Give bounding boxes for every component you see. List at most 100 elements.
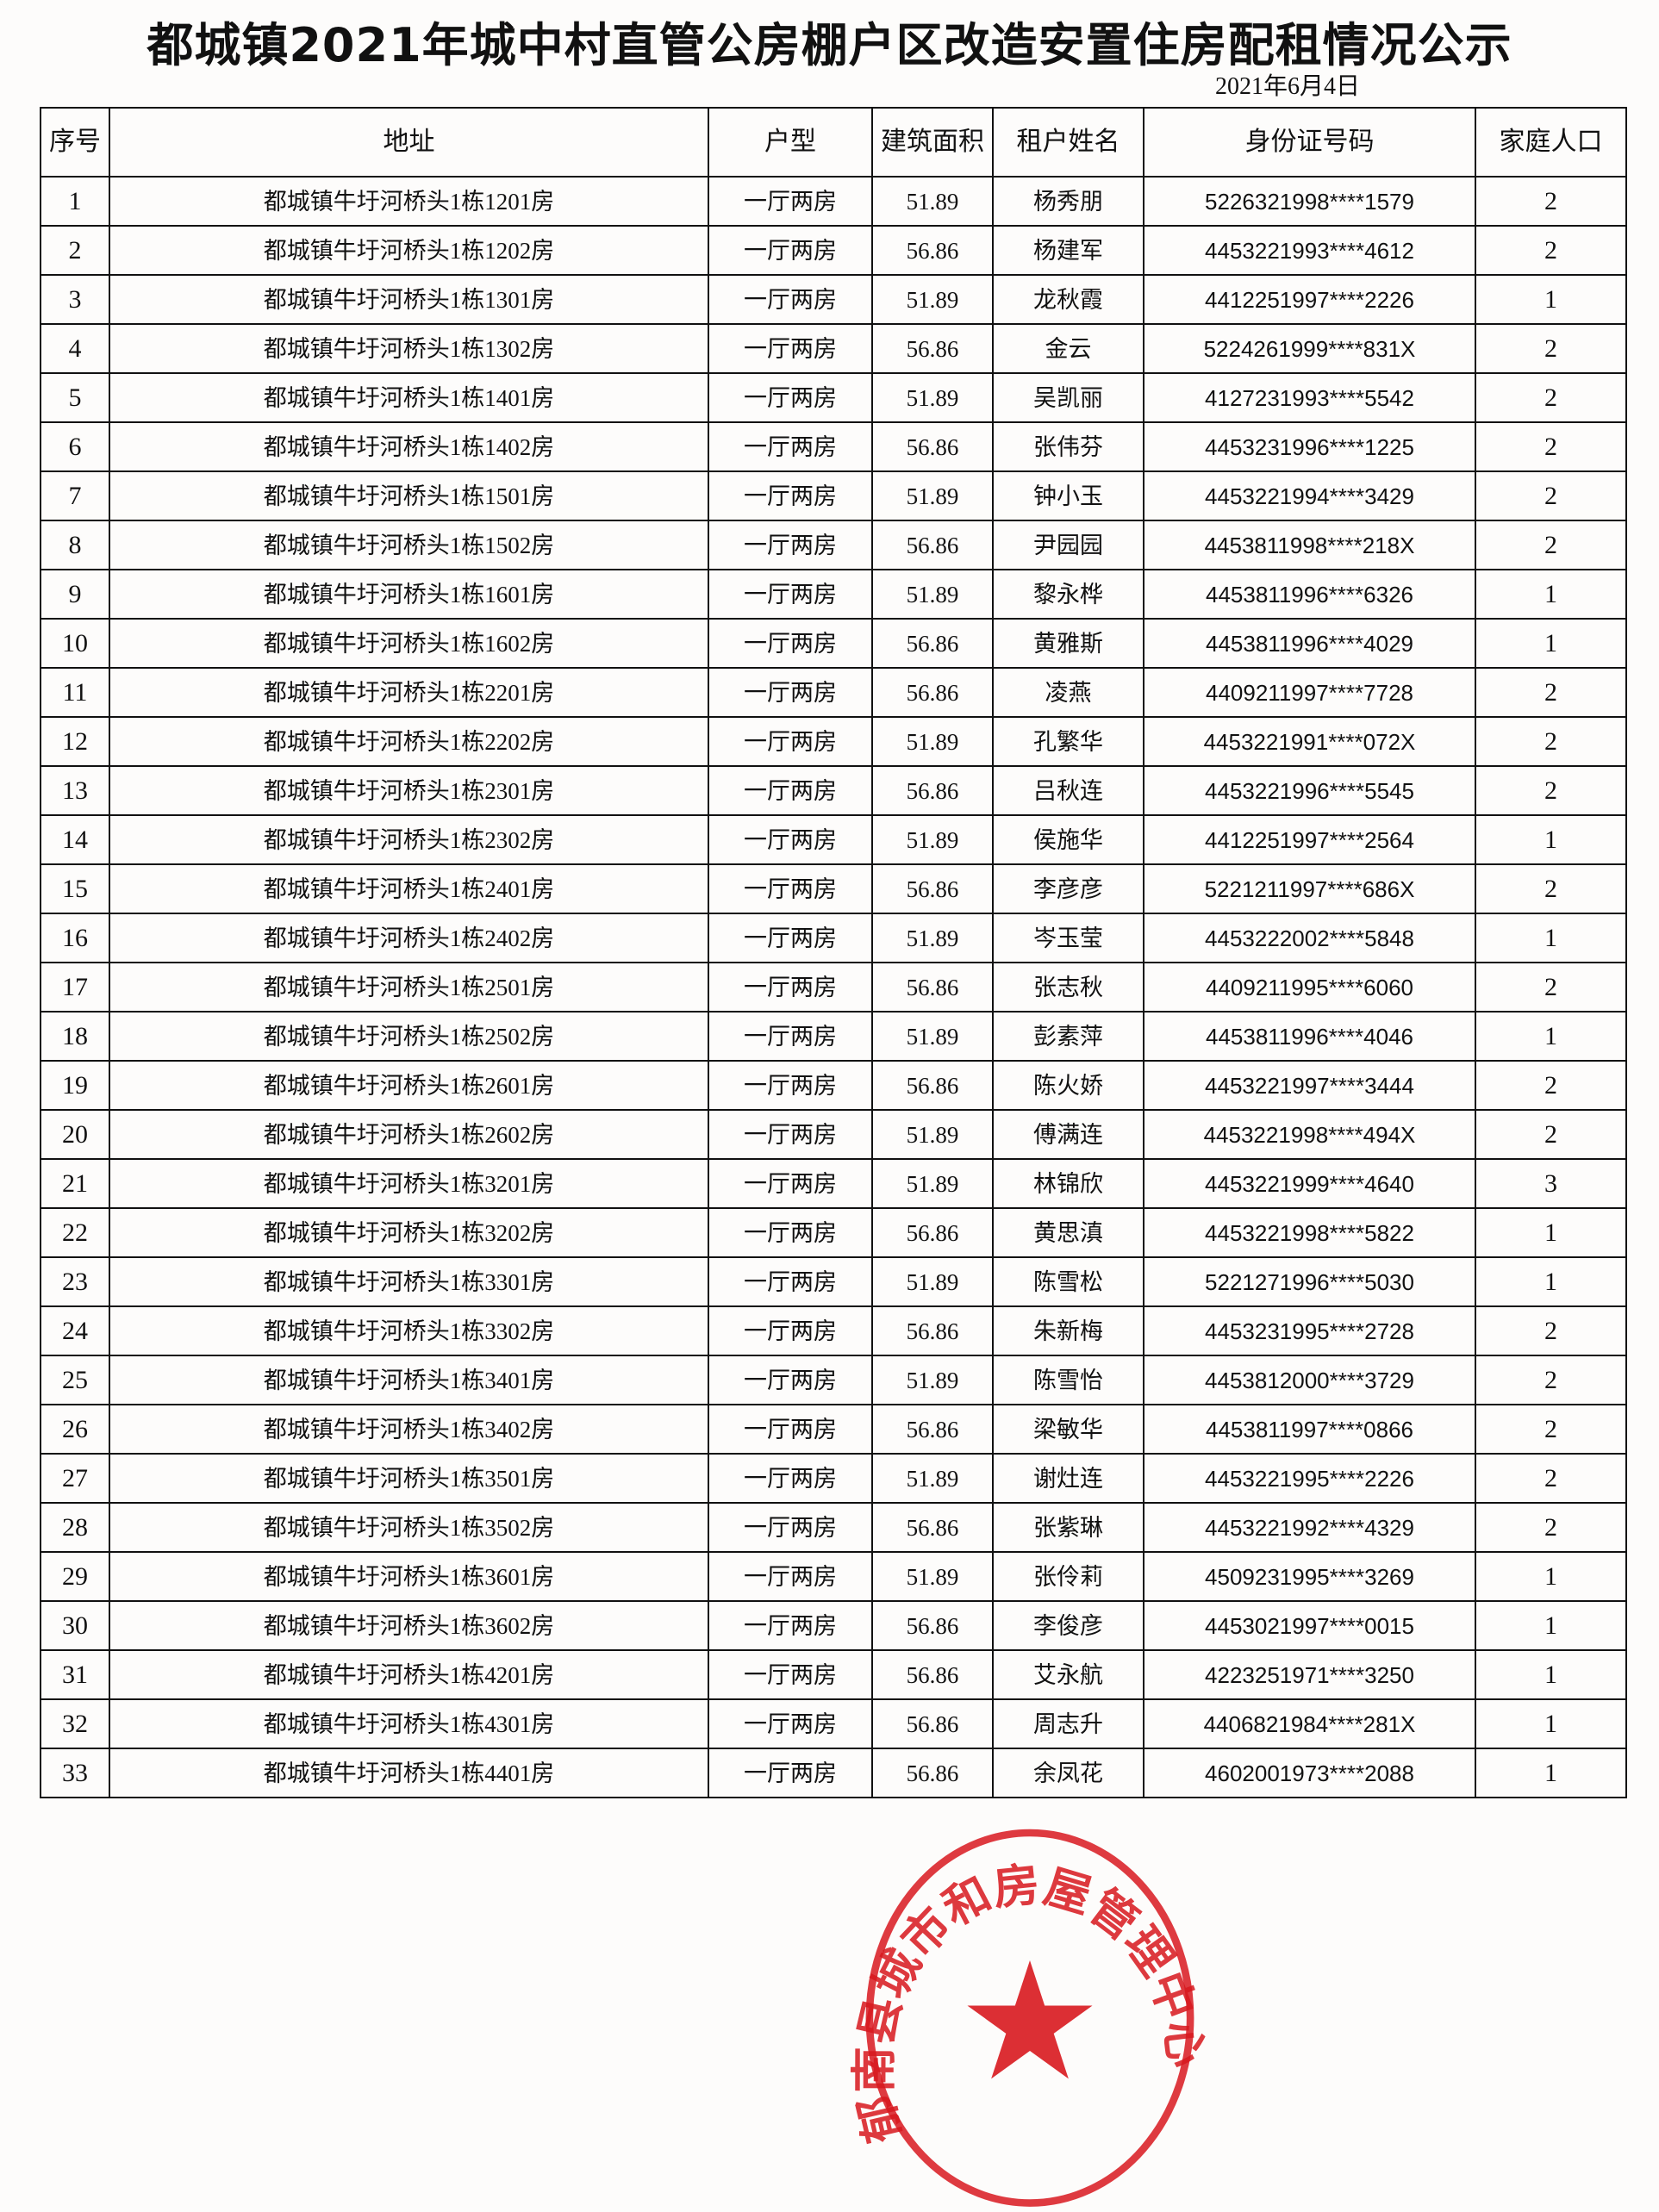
- unit-type: 一厅两房: [708, 323, 873, 374]
- floor-area: 56.86: [871, 520, 994, 570]
- unit-type: 一厅两房: [708, 421, 873, 472]
- id-number: 4509231995****3269: [1143, 1551, 1476, 1602]
- tenant-name: 梁敏华: [992, 1404, 1144, 1455]
- table-row: 7 都城镇牛圩河桥头1栋1501房 一厅两房 51.89 钟小玉 4453221994**…: [40, 470, 1627, 521]
- floor-area: 51.89: [871, 274, 994, 325]
- household-size: 2: [1475, 176, 1627, 227]
- row-index: 18: [40, 1011, 110, 1062]
- row-index: 26: [40, 1404, 110, 1455]
- star-icon: [967, 1960, 1093, 2079]
- id-number: 4453221993****4612: [1143, 225, 1476, 276]
- row-index: 16: [40, 913, 110, 963]
- unit-type: 一厅两房: [708, 372, 873, 423]
- table-row: 10 都城镇牛圩河桥头1栋1602房 一厅两房 56.86 黄雅斯 4453811996*…: [40, 618, 1627, 669]
- table-row: 26 都城镇牛圩河桥头1栋3402房 一厅两房 56.86 梁敏华 4453811997*…: [40, 1404, 1627, 1455]
- tenant-name: 艾永航: [992, 1649, 1144, 1700]
- floor-area: 51.89: [871, 569, 994, 620]
- household-size: 1: [1475, 1698, 1627, 1749]
- floor-area: 56.86: [871, 1305, 994, 1356]
- unit-type: 一厅两房: [708, 765, 873, 816]
- unit-type: 一厅两房: [708, 913, 873, 963]
- row-index: 27: [40, 1453, 110, 1504]
- tenant-name: 龙秋霞: [992, 274, 1144, 325]
- row-index: 30: [40, 1600, 110, 1651]
- row-index: 8: [40, 520, 110, 570]
- address: 都城镇牛圩河桥头1栋1401房: [109, 372, 709, 423]
- table-row: 21 都城镇牛圩河桥头1栋3201房 一厅两房 51.89 林锦欣 4453221999*…: [40, 1158, 1627, 1209]
- floor-area: 56.86: [871, 323, 994, 374]
- floor-area: 51.89: [871, 1109, 994, 1160]
- floor-area: 56.86: [871, 1748, 994, 1798]
- unit-type: 一厅两房: [708, 1158, 873, 1209]
- floor-area: 51.89: [871, 1551, 994, 1602]
- household-size: 1: [1475, 1256, 1627, 1307]
- tenant-name: 张伶莉: [992, 1551, 1144, 1602]
- unit-type: 一厅两房: [708, 1698, 873, 1749]
- tenant-name: 陈火娇: [992, 1060, 1144, 1111]
- id-number: 4409211997****7728: [1143, 667, 1476, 718]
- floor-area: 51.89: [871, 1158, 994, 1209]
- unit-type: 一厅两房: [708, 1748, 873, 1798]
- tenant-name: 朱新梅: [992, 1305, 1144, 1356]
- tenant-name: 钟小玉: [992, 470, 1144, 521]
- row-index: 9: [40, 569, 110, 620]
- id-number: 4223251971****3250: [1143, 1649, 1476, 1700]
- id-number: 4453231995****2728: [1143, 1305, 1476, 1356]
- floor-area: 56.86: [871, 1060, 994, 1111]
- floor-area: 56.86: [871, 1698, 994, 1749]
- rental-table: 序号 地址 户型 建筑面积 租户姓名 身份证号码 家庭人口 1 都城镇牛圩河桥头1栋1201房…: [40, 107, 1627, 1798]
- floor-area: 56.86: [871, 1502, 994, 1553]
- floor-area: 56.86: [871, 1649, 994, 1700]
- unit-type: 一厅两房: [708, 1305, 873, 1356]
- unit-type: 一厅两房: [708, 1207, 873, 1258]
- id-number: 4453812000****3729: [1143, 1355, 1476, 1405]
- id-number: 4453221995****2226: [1143, 1453, 1476, 1504]
- id-number: 4453221997****3444: [1143, 1060, 1476, 1111]
- row-index: 17: [40, 962, 110, 1013]
- unit-type: 一厅两房: [708, 1649, 873, 1700]
- table-row: 32 都城镇牛圩河桥头1栋4301房 一厅两房 56.86 周志升 4406821984*…: [40, 1698, 1627, 1749]
- floor-area: 56.86: [871, 667, 994, 718]
- tenant-name: 孔繁华: [992, 716, 1144, 767]
- tenant-name: 凌燕: [992, 667, 1144, 718]
- row-index: 7: [40, 470, 110, 521]
- address: 都城镇牛圩河桥头1栋2201房: [109, 667, 709, 718]
- unit-type: 一厅两房: [708, 1109, 873, 1160]
- publish-date: 2021年6月4日: [1215, 73, 1361, 100]
- page-title: 都城镇2021年城中村直管公房棚户区改造安置住房配租情况公示: [147, 18, 1512, 72]
- id-number: 4127231993****5542: [1143, 372, 1476, 423]
- address: 都城镇牛圩河桥头1栋1601房: [109, 569, 709, 620]
- tenant-name: 吴凯丽: [992, 372, 1144, 423]
- table-row: 25 都城镇牛圩河桥头1栋3401房 一厅两房 51.89 陈雪怡 4453812000*…: [40, 1355, 1627, 1405]
- row-index: 14: [40, 814, 110, 865]
- column-header: 租户姓名: [992, 107, 1144, 178]
- unit-type: 一厅两房: [708, 1355, 873, 1405]
- address: 都城镇牛圩河桥头1栋2601房: [109, 1060, 709, 1111]
- address: 都城镇牛圩河桥头1栋1602房: [109, 618, 709, 669]
- row-index: 19: [40, 1060, 110, 1111]
- address: 都城镇牛圩河桥头1栋1301房: [109, 274, 709, 325]
- row-index: 33: [40, 1748, 110, 1798]
- id-number: 4453021997****0015: [1143, 1600, 1476, 1651]
- tenant-name: 张紫琳: [992, 1502, 1144, 1553]
- table-row: 16 都城镇牛圩河桥头1栋2402房 一厅两房 51.89 岑玉莹 4453222002*…: [40, 913, 1627, 963]
- id-number: 5221211997****686X: [1143, 863, 1476, 914]
- row-index: 29: [40, 1551, 110, 1602]
- household-size: 2: [1475, 1060, 1627, 1111]
- floor-area: 56.86: [871, 863, 994, 914]
- address: 都城镇牛圩河桥头1栋1402房: [109, 421, 709, 472]
- unit-type: 一厅两房: [708, 274, 873, 325]
- unit-type: 一厅两房: [708, 470, 873, 521]
- id-number: 5224261999****831X: [1143, 323, 1476, 374]
- household-size: 2: [1475, 1404, 1627, 1455]
- table-row: 12 都城镇牛圩河桥头1栋2202房 一厅两房 51.89 孔繁华 4453221991*…: [40, 716, 1627, 767]
- id-number: 4453222002****5848: [1143, 913, 1476, 963]
- table-row: 31 都城镇牛圩河桥头1栋4201房 一厅两房 56.86 艾永航 4223251971*…: [40, 1649, 1627, 1700]
- unit-type: 一厅两房: [708, 814, 873, 865]
- row-index: 13: [40, 765, 110, 816]
- official-seal: 郁南县城市和房屋管理中心: [849, 1829, 1211, 2207]
- column-header: 建筑面积: [871, 107, 994, 178]
- floor-area: 56.86: [871, 618, 994, 669]
- household-size: 1: [1475, 1649, 1627, 1700]
- table-row: 19 都城镇牛圩河桥头1栋2601房 一厅两房 56.86 陈火娇 4453221997*…: [40, 1060, 1627, 1111]
